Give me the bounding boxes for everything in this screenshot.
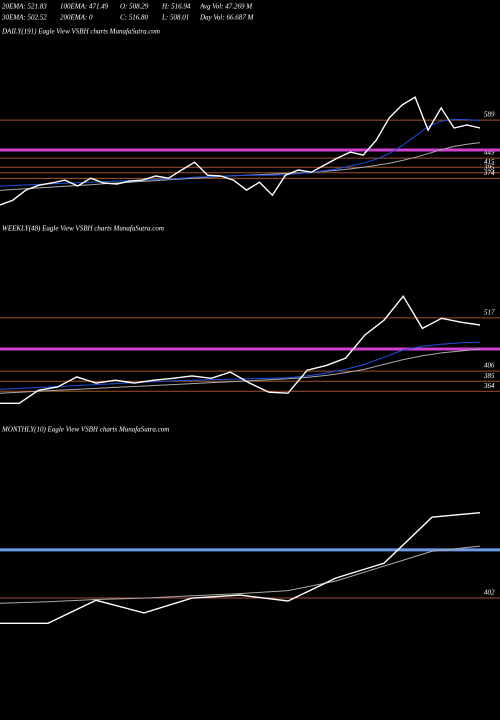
series-line (0, 96, 481, 206)
panel-title: MONTHLY(10) Eagle View VSBH charts Munaf… (1, 426, 169, 434)
level-label: 374 (483, 169, 495, 177)
level-label: 415 (484, 158, 495, 166)
header-stat: O: 508.29 (120, 3, 149, 11)
series-line (0, 341, 481, 390)
header-stat: 200EMA: 0 (60, 14, 93, 22)
level-label: 385 (483, 372, 495, 380)
header-stat: Day Vol: 66.687 M (199, 14, 254, 22)
series-line (0, 118, 481, 187)
level-label: 395 (483, 163, 495, 171)
level-label: 406 (484, 362, 495, 370)
header-stat: 30EMA: 502.52 (1, 14, 47, 22)
level-label: 402 (484, 589, 495, 597)
level-label: 517 (484, 308, 495, 316)
header-stat: 100EMA: 471.49 (60, 3, 109, 11)
panel-title: WEEKLY(48) Eagle View VSBH charts Munafa… (2, 225, 164, 233)
header-stat: L: 508.01 (161, 14, 189, 22)
series-line (0, 294, 481, 404)
series-line (0, 512, 481, 624)
header-stat: C: 516.80 (120, 14, 149, 22)
header-stat: 20EMA: 521.83 (2, 3, 47, 11)
series-line (0, 545, 481, 604)
level-label: 449 (484, 149, 495, 157)
level-label: 589 (484, 111, 495, 119)
series-line (0, 348, 481, 394)
header-stat: H: 516.94 (161, 3, 191, 11)
level-label: 364 (483, 382, 495, 390)
panel-title: DAILY(191) Eagle View VSBH charts Munafa… (1, 28, 160, 36)
header-stat: Avg Vol: 47.269 M (199, 3, 253, 11)
